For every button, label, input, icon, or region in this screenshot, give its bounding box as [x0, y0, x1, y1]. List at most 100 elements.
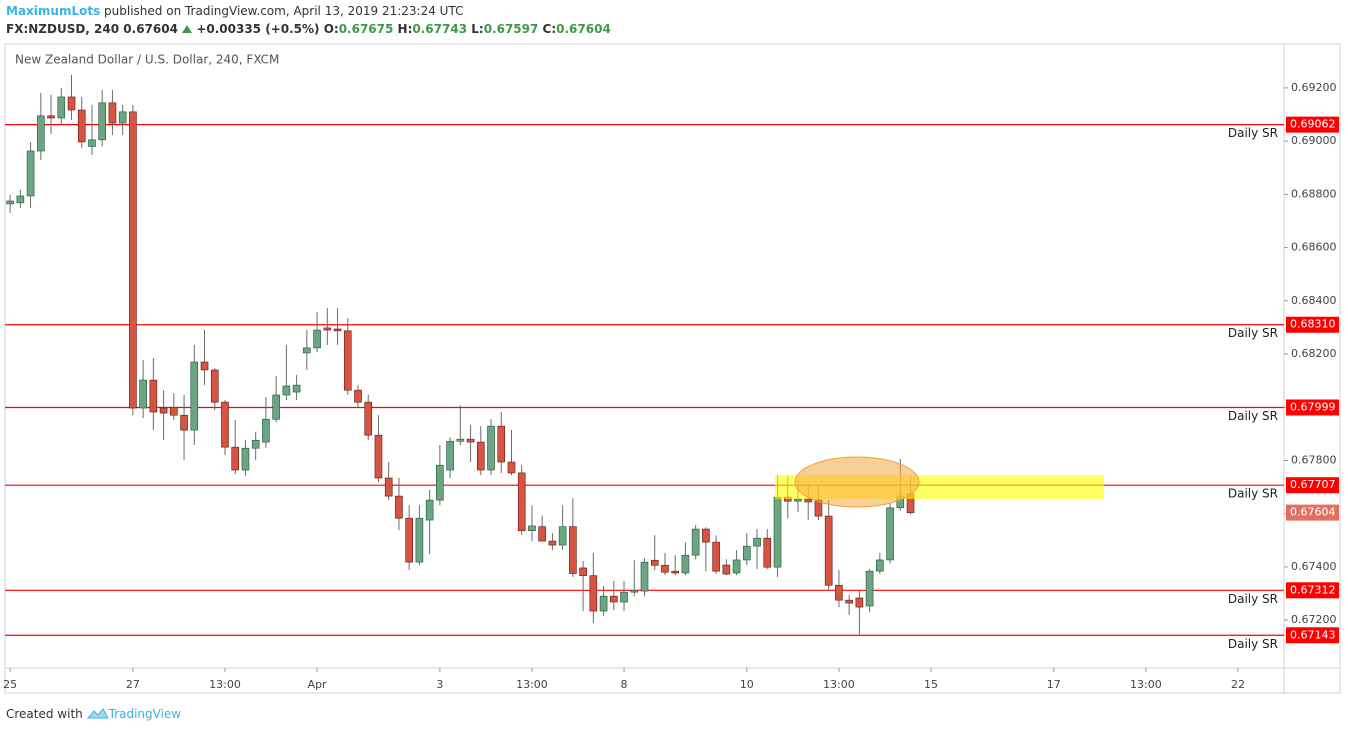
candle-body	[436, 464, 444, 501]
candle-body	[37, 115, 45, 152]
candle-body	[200, 361, 209, 371]
low-label: L:	[471, 22, 484, 36]
brand[interactable]: TradingView	[108, 707, 182, 721]
published-info: published on TradingView.com, April 13, …	[104, 4, 464, 18]
candle-body	[292, 384, 301, 393]
candle-body	[446, 440, 454, 471]
candle-body	[610, 595, 618, 603]
candle-body	[395, 495, 403, 519]
candle-body	[374, 434, 383, 479]
y-tick-label: 0.67200	[1291, 613, 1337, 626]
level-price-box	[1286, 582, 1339, 599]
x-tick-label: 25	[3, 678, 17, 691]
quote-line: FX:NZDUSD, 240 0.67604 +0.00335 (+0.5%) …	[6, 22, 611, 36]
candle-body	[865, 570, 874, 607]
open-label: O:	[323, 22, 339, 36]
candle-body	[804, 498, 813, 503]
candle-body	[671, 570, 679, 574]
candle-body	[466, 438, 475, 443]
level-price-label: 0.67143	[1290, 628, 1336, 641]
level-price-label: 0.67707	[1290, 478, 1336, 491]
candle-body	[507, 461, 516, 474]
candle-body	[497, 425, 506, 463]
footer: Created with TradingView	[6, 707, 181, 721]
highlight	[775, 456, 1104, 508]
level-price-box	[1286, 316, 1339, 333]
candle-body	[118, 111, 127, 124]
candle-body	[824, 515, 833, 586]
candle-body	[364, 401, 373, 436]
level-price-box	[1286, 477, 1339, 494]
candle-body	[282, 385, 291, 396]
candle-body	[558, 526, 567, 546]
x-tick-label: 17	[1047, 678, 1061, 691]
level-label: Daily SR	[1228, 409, 1278, 423]
candle-body	[722, 564, 731, 575]
chart: New Zealand Dollar / U.S. Dollar, 240, F…	[3, 43, 1341, 694]
candle-body	[251, 439, 260, 449]
candle-body	[569, 526, 577, 574]
candle-body	[794, 498, 802, 502]
last-price-box	[1286, 504, 1339, 521]
candle-body	[190, 361, 199, 431]
up-arrow	[182, 25, 193, 33]
candle-body	[16, 195, 25, 204]
candle-body	[47, 115, 55, 119]
candle-body	[661, 564, 669, 573]
x-tick-label: 8	[621, 678, 628, 691]
candle-body	[599, 595, 608, 612]
level-price-label: 0.69062	[1290, 118, 1336, 131]
close: 0.67604	[556, 22, 611, 36]
y-tick-label: 0.68400	[1291, 294, 1337, 307]
candle-body	[170, 406, 178, 416]
level-price-label: 0.67999	[1290, 400, 1336, 413]
high-label: H:	[397, 22, 413, 36]
candle-body	[221, 401, 229, 448]
candle-body	[835, 584, 843, 601]
level-price-label: 0.68310	[1290, 318, 1336, 331]
candle-body	[487, 425, 495, 471]
candle-body	[313, 329, 321, 349]
candle-body	[231, 446, 240, 471]
candle-body	[241, 447, 250, 471]
candle-body	[579, 567, 587, 576]
candle-body	[517, 472, 526, 531]
x-tick-label: 13:00	[516, 678, 548, 691]
logo	[86, 708, 109, 719]
candle-body	[384, 477, 393, 497]
candle-body	[702, 528, 710, 543]
open: 0.67675	[338, 22, 394, 36]
candle-body	[743, 545, 751, 561]
candle-body	[26, 150, 35, 197]
y-tick-label: 0.68600	[1291, 241, 1337, 254]
chart-title: New Zealand Dollar / U.S. Dollar, 240, F…	[15, 53, 279, 67]
candle-body	[262, 418, 270, 443]
candle-body	[6, 200, 14, 205]
candle-body	[589, 575, 598, 612]
header-line: MaximumLots published on TradingView.com…	[6, 4, 463, 18]
candle-body	[640, 561, 649, 592]
level-price-box	[1286, 116, 1339, 133]
candle-body	[763, 537, 772, 568]
candle-body	[98, 102, 107, 141]
candle-body	[210, 369, 219, 403]
y-tick-label: 0.67400	[1291, 560, 1337, 573]
candle-body	[343, 330, 352, 391]
candle-body	[876, 559, 884, 572]
candle-body	[405, 517, 413, 563]
candle-body	[139, 379, 147, 409]
x-tick-label: Apr	[308, 678, 328, 691]
y-tick-label: 0.68200	[1291, 347, 1337, 360]
candle-body	[630, 589, 639, 593]
x-tick-label: 10	[740, 678, 754, 691]
candle-body	[456, 438, 465, 442]
x-tick-label: 15	[924, 678, 938, 691]
close-label: C:	[542, 22, 557, 36]
candle-body	[681, 554, 690, 574]
candle-body	[548, 540, 557, 546]
candle-body	[77, 109, 86, 143]
candle-body	[180, 414, 188, 431]
change: +0.00335 (+0.5%)	[196, 22, 320, 36]
publisher[interactable]: MaximumLots	[6, 4, 101, 18]
